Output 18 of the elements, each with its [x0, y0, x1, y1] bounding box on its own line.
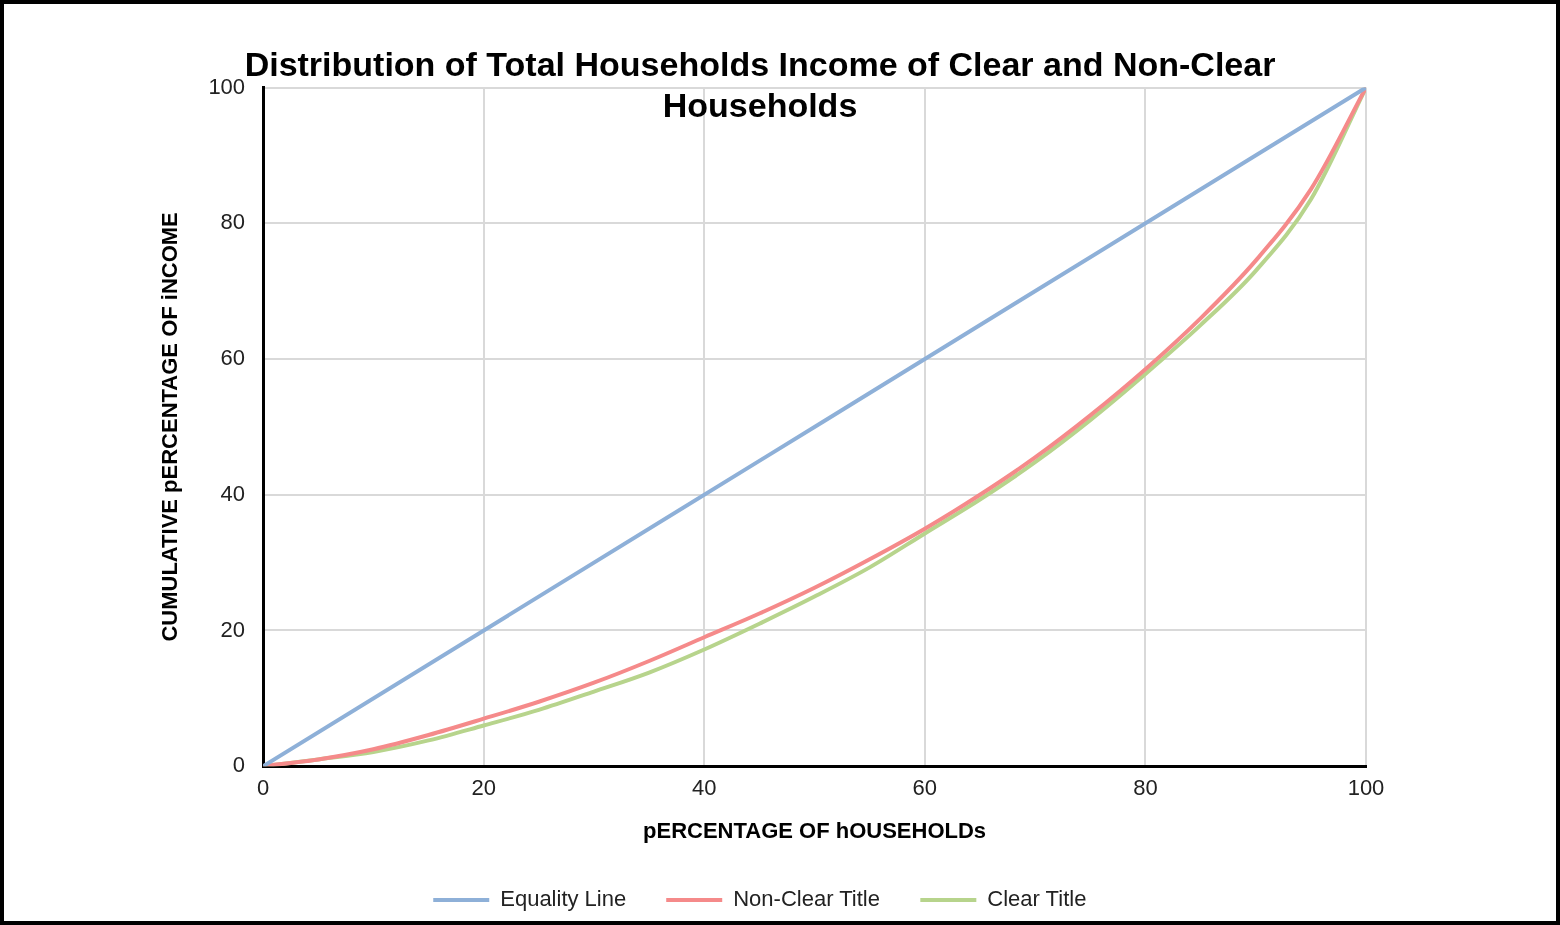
y-tick-label: 0: [232, 752, 246, 778]
y-axis-title: CUMULATIVE pERCENTAGE OF iNCOME: [157, 212, 183, 642]
y-tick-label: 60: [220, 345, 246, 371]
y-tick-label: 80: [220, 209, 246, 235]
chart-title: Distribution of Total Households Income of Clear and Non-Clear Households: [244, 44, 1276, 124]
x-tick-label: 0: [256, 775, 270, 801]
legend-label: Equality Line: [500, 886, 627, 912]
legend-label: Non-Clear Title: [733, 886, 880, 912]
x-tick-label: 20: [471, 775, 496, 801]
y-tick-label: 100: [208, 73, 246, 99]
x-tick-label: 100: [1347, 775, 1385, 801]
x-tick-label: 60: [912, 775, 938, 801]
x-tick-label: 40: [692, 775, 717, 801]
y-tick-label: 40: [220, 480, 246, 506]
y-tick-label: 20: [220, 616, 246, 642]
legend-label: Clear Title: [987, 886, 1087, 912]
x-tick-label: 80: [1133, 775, 1158, 801]
x-axis-title: pERCENTAGE OF hOUSEHOLDs: [643, 817, 987, 843]
